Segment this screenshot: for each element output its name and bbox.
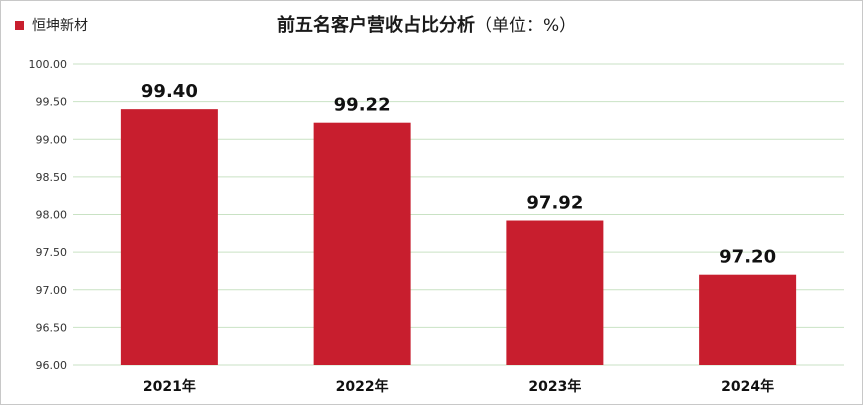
y-tick-label: 99.50 <box>36 96 68 109</box>
chart-title-main: 前五名客户营收占比分析 <box>277 15 475 36</box>
legend: 恒坤新材 <box>15 15 88 35</box>
data-label: 97.20 <box>719 247 776 268</box>
bar <box>120 109 218 366</box>
y-tick-label: 97.50 <box>36 246 68 259</box>
chart-title-unit: （单位：%） <box>475 16 577 36</box>
y-tick-label: 97.00 <box>36 284 68 297</box>
y-tick-label: 100.00 <box>29 58 68 71</box>
data-label: 99.22 <box>334 95 391 116</box>
bar <box>699 274 797 365</box>
chart-title: 前五名客户营收占比分析（单位：%） <box>277 11 576 37</box>
y-tick-label: 99.00 <box>36 133 68 146</box>
bar <box>313 122 411 365</box>
data-label: 99.40 <box>141 81 198 102</box>
x-category-label: 2023年 <box>528 378 581 395</box>
y-tick-label: 96.00 <box>36 359 68 372</box>
y-tick-label: 98.50 <box>36 171 68 184</box>
y-tick-label: 98.00 <box>36 209 68 222</box>
data-label: 97.92 <box>526 193 583 214</box>
x-category-label: 2021年 <box>143 378 196 395</box>
x-category-label: 2024年 <box>721 378 774 395</box>
y-tick-label: 96.50 <box>36 321 68 334</box>
bar <box>506 220 604 365</box>
x-category-label: 2022年 <box>336 378 389 395</box>
legend-label: 恒坤新材 <box>32 18 88 34</box>
legend-swatch <box>15 20 24 30</box>
